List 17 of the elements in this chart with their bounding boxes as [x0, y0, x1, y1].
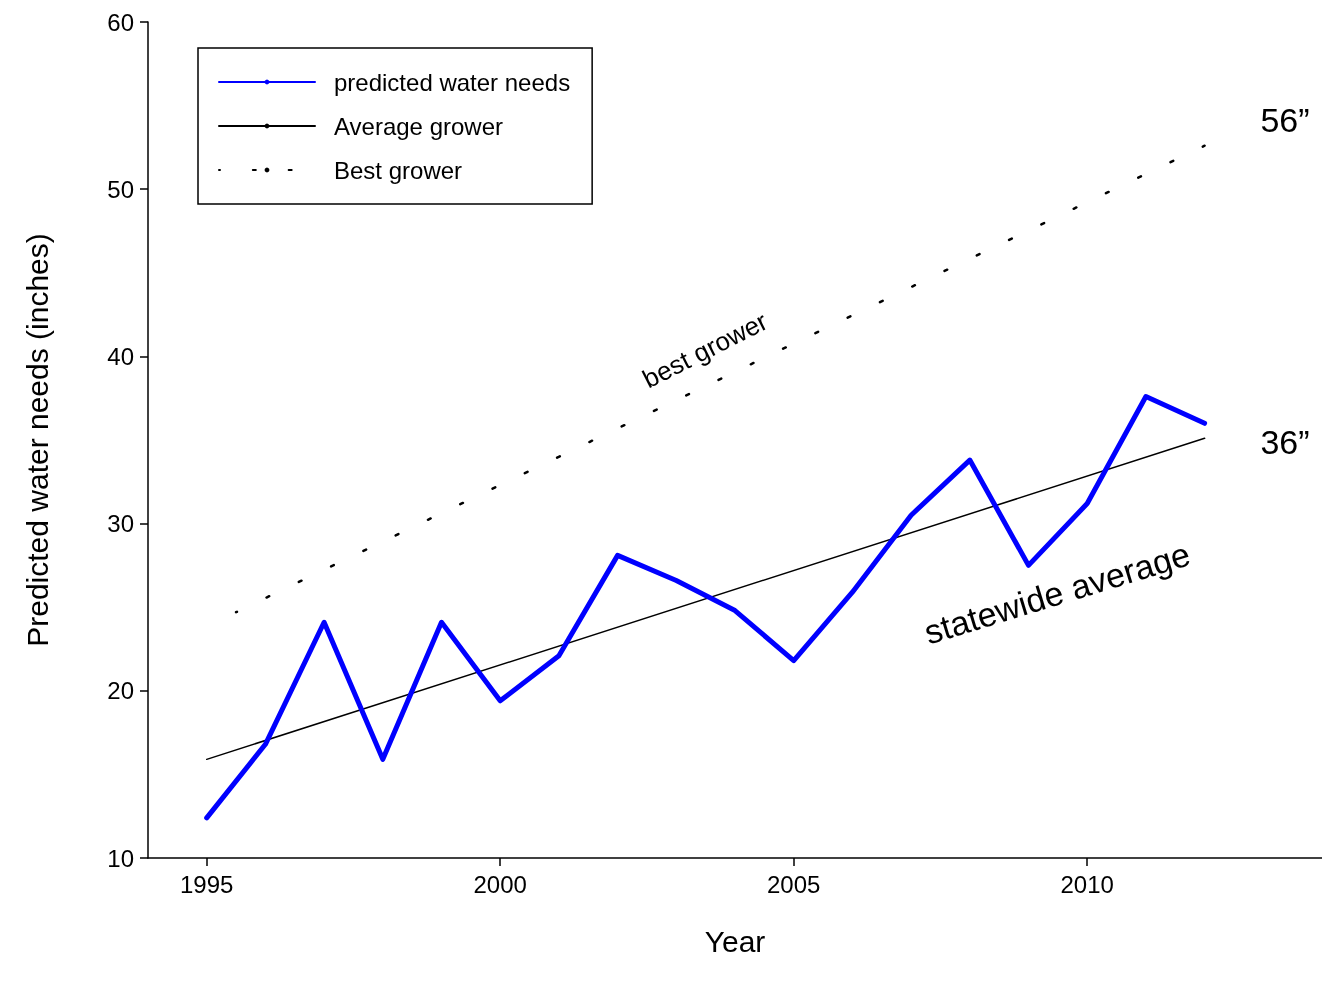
y-tick-label: 20 — [107, 677, 134, 705]
annotation: 36” — [1260, 423, 1310, 461]
y-tick-label: 50 — [107, 175, 134, 203]
legend-label: Average grower — [334, 112, 503, 140]
y-tick-label: 40 — [107, 342, 134, 370]
x-tick-label: 1995 — [180, 870, 234, 898]
legend-label: predicted water needs — [334, 68, 571, 96]
x-tick-label: 2005 — [767, 870, 821, 898]
y-tick-label: 10 — [107, 844, 134, 872]
x-tick-label: 2000 — [473, 870, 527, 898]
annotation: 56” — [1260, 101, 1310, 139]
y-axis-title: Predicted water needs (inches) — [20, 233, 54, 647]
x-tick-label: 2010 — [1060, 870, 1114, 898]
y-tick-label: 30 — [107, 510, 134, 538]
legend-label: Best grower — [334, 156, 463, 184]
y-tick-label: 60 — [107, 8, 134, 36]
x-axis-title: Year — [704, 924, 766, 958]
